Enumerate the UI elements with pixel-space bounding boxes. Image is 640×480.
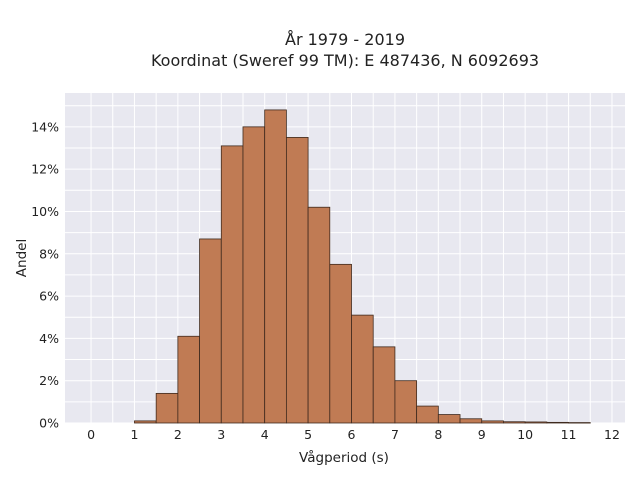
y-tick-label: 8% bbox=[39, 246, 59, 261]
y-tick-label: 10% bbox=[31, 204, 59, 219]
histogram-bar bbox=[372, 346, 396, 424]
x-axis-label: Vågperiod (s) bbox=[299, 449, 389, 466]
x-tick-label: 6 bbox=[348, 427, 356, 442]
histogram-bar bbox=[155, 392, 179, 424]
y-axis-ticks: 0% 2% 4% 6% 8% 10% 12% 14% bbox=[31, 119, 59, 430]
histogram-bar bbox=[437, 414, 461, 424]
histogram-bar bbox=[307, 206, 331, 424]
y-axis-label: Andel bbox=[14, 239, 30, 277]
bars bbox=[134, 109, 591, 424]
histogram-bar bbox=[242, 126, 266, 424]
histogram-bar bbox=[416, 405, 439, 424]
histogram-bar bbox=[524, 421, 548, 424]
x-tick-label: 4 bbox=[261, 427, 269, 442]
histogram-bar bbox=[351, 314, 374, 424]
histogram-bar bbox=[264, 109, 287, 424]
histogram-bar bbox=[394, 380, 418, 424]
histogram-bar bbox=[199, 238, 222, 424]
histogram-bar bbox=[546, 421, 569, 424]
x-tick-label: 7 bbox=[391, 427, 399, 442]
histogram-bar bbox=[459, 418, 483, 424]
chart-title-line-2: Koordinat (Sweref 99 TM): E 487436, N 60… bbox=[151, 51, 539, 70]
histogram-bar bbox=[329, 263, 352, 424]
x-tick-label: 0 bbox=[87, 427, 95, 442]
x-axis-ticks: 0 1 2 3 4 5 6 7 8 9 10 11 12 bbox=[87, 427, 620, 442]
histogram-bar bbox=[568, 422, 591, 424]
y-tick-label: 6% bbox=[39, 289, 59, 304]
x-tick-label: 2 bbox=[174, 427, 182, 442]
histogram-bar bbox=[134, 420, 157, 424]
y-tick-label: 14% bbox=[31, 119, 59, 134]
y-tick-label: 0% bbox=[39, 416, 59, 431]
histogram-bar bbox=[177, 335, 200, 424]
x-tick-label: 1 bbox=[130, 427, 138, 442]
histogram-bar bbox=[285, 137, 309, 424]
histogram-bar bbox=[481, 420, 504, 424]
x-tick-label: 10 bbox=[517, 427, 533, 442]
x-tick-label: 12 bbox=[604, 427, 620, 442]
x-tick-label: 11 bbox=[561, 427, 577, 442]
y-tick-label: 12% bbox=[31, 162, 59, 177]
x-tick-label: 3 bbox=[217, 427, 225, 442]
x-tick-label: 9 bbox=[478, 427, 486, 442]
histogram-bar bbox=[220, 145, 244, 424]
histogram-bar bbox=[503, 421, 526, 424]
y-tick-label: 2% bbox=[39, 373, 59, 388]
x-tick-label: 8 bbox=[434, 427, 442, 442]
x-tick-label: 5 bbox=[304, 427, 312, 442]
chart-title-line-1: År 1979 - 2019 bbox=[285, 30, 405, 49]
y-tick-label: 4% bbox=[39, 331, 59, 346]
